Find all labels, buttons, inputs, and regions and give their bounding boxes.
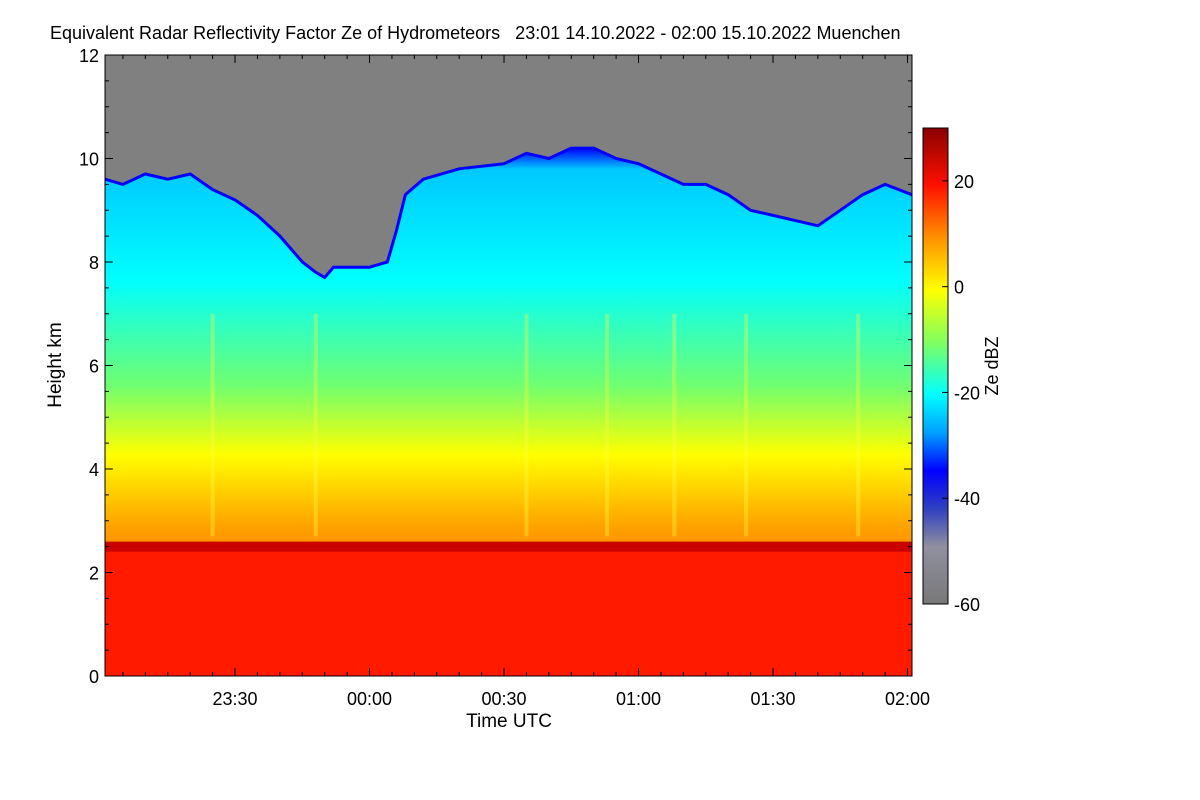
rain-layer xyxy=(105,546,912,676)
fall-streak xyxy=(524,313,529,537)
colorbar-label: Ze dBZ xyxy=(982,336,1002,395)
melting-layer-band xyxy=(105,541,912,552)
colorbar-tick-label: -60 xyxy=(954,595,980,615)
x-tick-label: 02:00 xyxy=(885,689,930,709)
fall-streak xyxy=(313,313,318,537)
colorbar-axis: 20 0 -20 -40 -60 xyxy=(942,172,980,615)
y-tick-label: 0 xyxy=(89,667,99,687)
colorbar-tick-label: -20 xyxy=(954,383,980,403)
chart-title: Equivalent Radar Reflectivity Factor Ze … xyxy=(50,23,901,43)
fall-streaks xyxy=(210,313,861,537)
plot-area xyxy=(105,55,912,676)
x-tick-label: 00:30 xyxy=(481,689,526,709)
fall-streak xyxy=(744,313,749,537)
y-tick-label: 4 xyxy=(89,460,99,480)
x-axis: 23:30 00:00 00:30 01:00 01:30 02:00 xyxy=(122,55,930,709)
colorbar-tick-label: 0 xyxy=(954,278,964,298)
fall-streak xyxy=(210,313,215,537)
y-tick-label: 12 xyxy=(79,46,99,66)
y-tick-label: 2 xyxy=(89,564,99,584)
x-tick-label: 01:30 xyxy=(750,689,795,709)
colorbar xyxy=(922,127,949,605)
x-tick-label: 00:00 xyxy=(347,689,392,709)
y-axis-label: Height km xyxy=(45,322,66,408)
x-tick-label: 23:30 xyxy=(212,689,257,709)
x-tick-label: 01:00 xyxy=(616,689,661,709)
colorbar-tick-label: -40 xyxy=(954,489,980,509)
y-tick-label: 8 xyxy=(89,253,99,273)
echo-top-edge xyxy=(105,146,912,280)
y-tick-label: 10 xyxy=(79,150,99,170)
fall-streak xyxy=(856,313,861,537)
y-axis: 0 2 4 6 8 10 12 xyxy=(79,46,912,687)
x-axis-label: Time UTC xyxy=(466,711,552,732)
colorbar-tick-label: 20 xyxy=(954,172,974,192)
fall-streak xyxy=(672,313,677,537)
fall-streak xyxy=(605,313,610,537)
y-tick-label: 6 xyxy=(89,357,99,377)
